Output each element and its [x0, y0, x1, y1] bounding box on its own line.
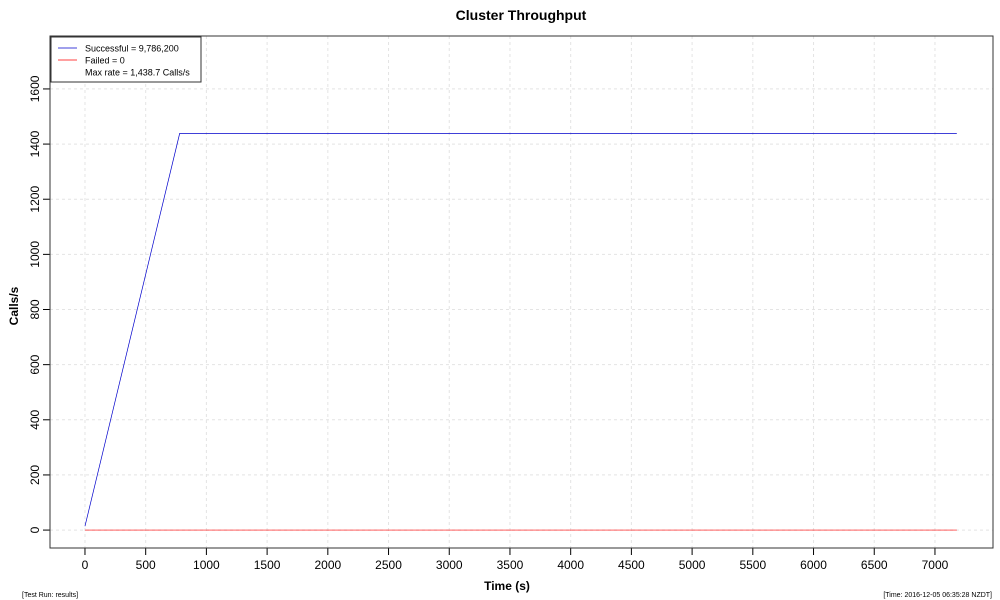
x-tick-label: 5000 [679, 558, 706, 572]
x-tick-label: 0 [82, 558, 89, 572]
footer-right: [Time: 2016-12-05 06:35:28 NZDT] [883, 592, 992, 599]
x-tick-label: 1000 [193, 558, 220, 572]
legend-box [50, 36, 202, 83]
x-tick-label: 7000 [922, 558, 949, 572]
y-tick-label: 1600 [28, 75, 42, 102]
y-tick-label: 200 [28, 465, 42, 485]
y-axis-label: Calls/s [7, 286, 21, 325]
x-tick-label: 4500 [618, 558, 645, 572]
legend-note: Max rate = 1,438.7 Calls/s [85, 68, 190, 78]
x-tick-label: 6500 [861, 558, 888, 572]
x-tick-label: 500 [136, 558, 156, 572]
x-tick-label: 1500 [254, 558, 281, 572]
x-tick-label: 2000 [314, 558, 341, 572]
y-tick-label: 1400 [28, 130, 42, 157]
series-line [84, 133, 957, 527]
x-tick-label: 5500 [739, 558, 766, 572]
legend-label: Successful = 9,786,200 [85, 44, 179, 54]
chart-title: Cluster Throughput [456, 7, 587, 23]
footer-left: [Test Run: results] [22, 592, 78, 599]
x-tick-label: 6000 [800, 558, 827, 572]
legend-label: Failed = 0 [85, 56, 125, 66]
plot-frame [49, 35, 994, 549]
x-tick-label: 3000 [436, 558, 463, 572]
y-tick-label: 400 [28, 409, 42, 429]
x-tick-label: 4000 [557, 558, 584, 572]
x-tick-label: 3500 [497, 558, 524, 572]
y-tick-label: 1000 [28, 241, 42, 268]
y-tick-label: 0 [28, 526, 42, 533]
x-tick-label: 2500 [375, 558, 402, 572]
x-axis-label: Time (s) [484, 579, 530, 593]
y-tick-label: 800 [28, 299, 42, 319]
y-tick-label: 600 [28, 354, 42, 374]
y-tick-label: 1200 [28, 186, 42, 213]
